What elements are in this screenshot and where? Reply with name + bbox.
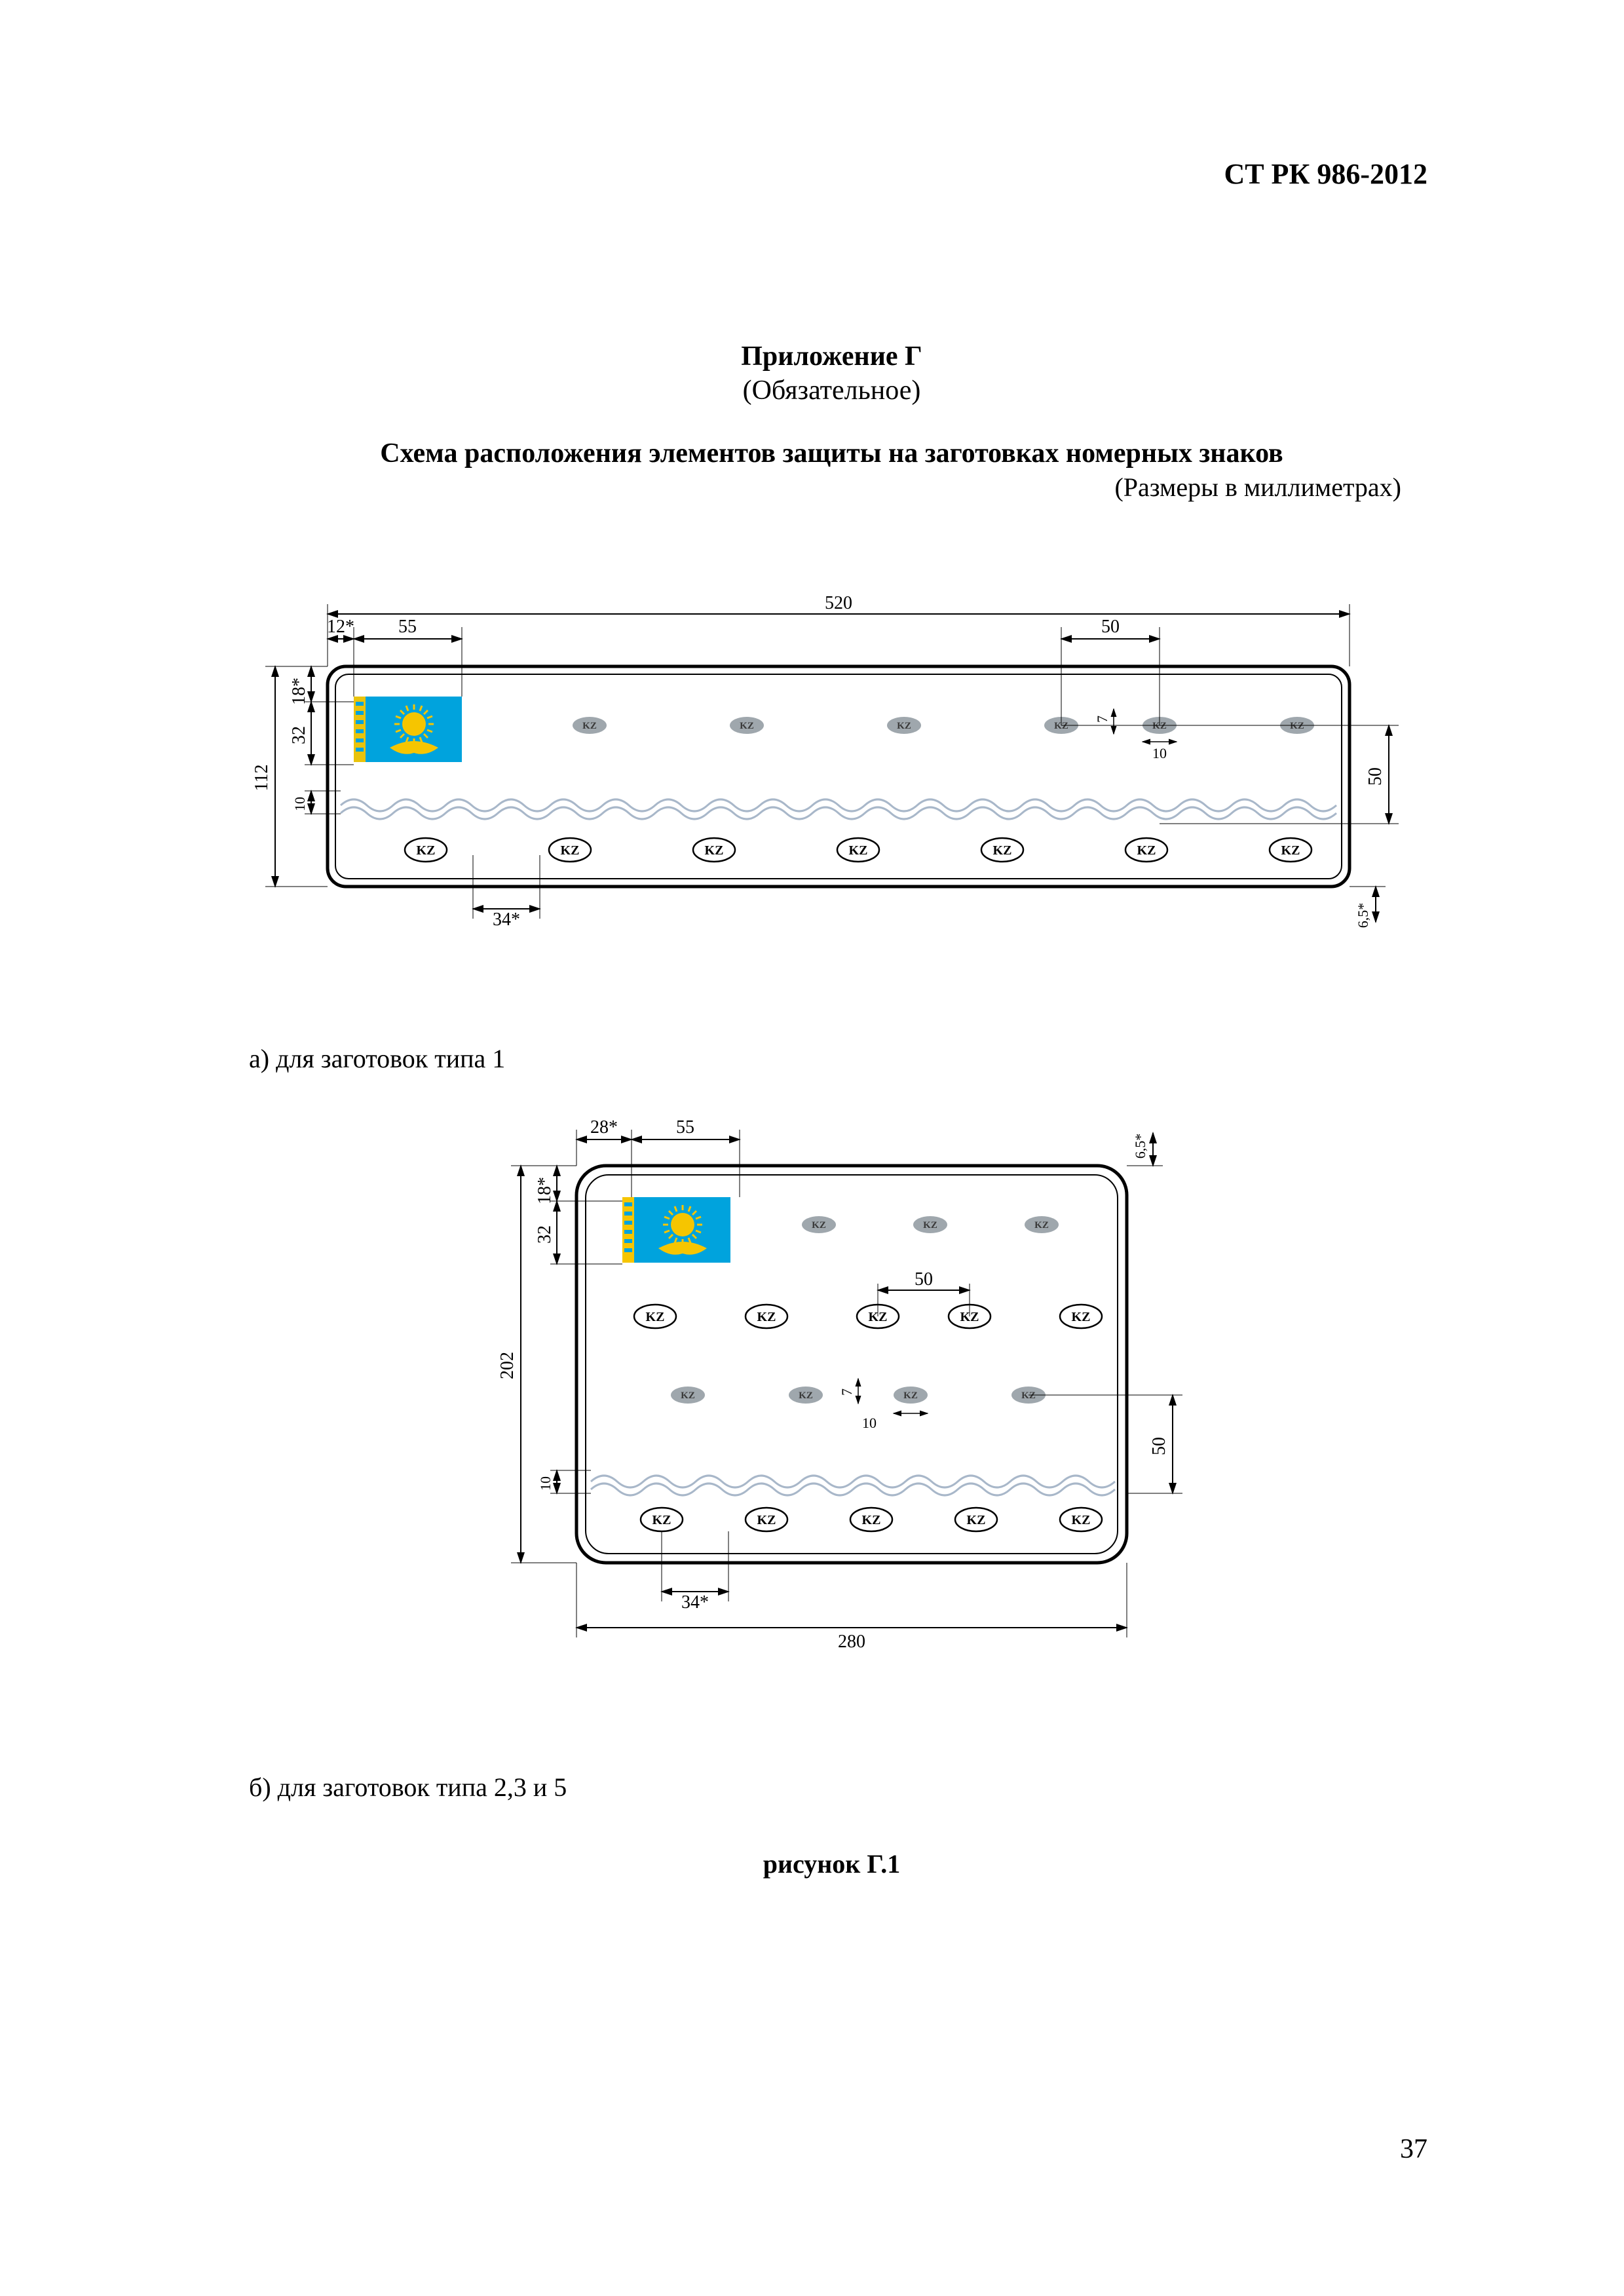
svg-text:32: 32 xyxy=(289,726,309,744)
svg-text:KZ: KZ xyxy=(849,843,868,858)
svg-text:280: 280 xyxy=(838,1632,865,1652)
svg-text:KZ: KZ xyxy=(757,1513,776,1527)
schema-title: Схема расположения элементов защиты на з… xyxy=(223,438,1441,469)
svg-text:KZ: KZ xyxy=(681,1390,695,1401)
svg-text:7: 7 xyxy=(1094,716,1110,723)
svg-text:KZ: KZ xyxy=(1281,843,1300,858)
svg-text:55: 55 xyxy=(398,617,417,637)
svg-text:28*: 28* xyxy=(590,1117,618,1138)
appendix-subtitle: (Обязательное) xyxy=(223,375,1441,406)
schema-subtitle: (Размеры в миллиметрах) xyxy=(223,472,1441,503)
svg-text:KZ: KZ xyxy=(705,843,724,858)
svg-text:KZ: KZ xyxy=(757,1310,776,1324)
svg-text:10: 10 xyxy=(1152,745,1167,761)
svg-text:KZ: KZ xyxy=(1072,1513,1091,1527)
svg-text:KZ: KZ xyxy=(582,721,597,731)
svg-text:6,5*: 6,5* xyxy=(1355,903,1371,928)
svg-text:12*: 12* xyxy=(327,617,354,637)
svg-text:7: 7 xyxy=(839,1388,855,1396)
caption-a: а) для заготовок типа 1 xyxy=(249,1043,1441,1074)
svg-text:112: 112 xyxy=(252,765,272,792)
diagram-b: KZ KZ KZ KZ KZ KZ KZ KZ 50 xyxy=(223,1113,1441,1719)
svg-text:KZ: KZ xyxy=(903,1390,918,1401)
svg-text:KZ: KZ xyxy=(993,843,1012,858)
svg-text:34*: 34* xyxy=(493,909,520,930)
svg-text:10: 10 xyxy=(537,1476,554,1491)
svg-text:32: 32 xyxy=(535,1225,555,1244)
svg-text:KZ: KZ xyxy=(1290,721,1304,731)
svg-text:KZ: KZ xyxy=(1137,843,1156,858)
svg-text:KZ: KZ xyxy=(799,1390,813,1401)
svg-text:KZ: KZ xyxy=(561,843,580,858)
svg-text:KZ: KZ xyxy=(646,1310,665,1324)
svg-text:KZ: KZ xyxy=(652,1513,671,1527)
svg-text:34*: 34* xyxy=(681,1592,709,1613)
figure-label: рисунок Г.1 xyxy=(223,1848,1441,1879)
svg-text:50: 50 xyxy=(1149,1437,1169,1455)
svg-text:520: 520 xyxy=(825,594,852,613)
page-number: 37 xyxy=(1400,2133,1427,2165)
svg-text:KZ: KZ xyxy=(967,1513,986,1527)
svg-text:18*: 18* xyxy=(289,678,309,705)
svg-text:50: 50 xyxy=(915,1269,933,1290)
svg-text:6,5*: 6,5* xyxy=(1132,1134,1148,1159)
svg-text:KZ: KZ xyxy=(897,721,911,731)
svg-text:50: 50 xyxy=(1101,617,1120,637)
svg-text:KZ: KZ xyxy=(812,1220,826,1231)
svg-text:10: 10 xyxy=(862,1415,877,1431)
svg-text:10: 10 xyxy=(292,797,308,811)
svg-text:KZ: KZ xyxy=(1072,1310,1091,1324)
svg-text:KZ: KZ xyxy=(740,721,754,731)
appendix-title: Приложение Г xyxy=(223,341,1441,372)
svg-text:18*: 18* xyxy=(535,1177,555,1204)
doc-header: СТ РК 986-2012 xyxy=(1224,157,1427,191)
svg-text:202: 202 xyxy=(497,1352,518,1379)
svg-text:50: 50 xyxy=(1365,767,1386,786)
diagram-a: KZ KZ KZ KZ KZ KZ 7 10 xyxy=(223,594,1441,997)
svg-text:KZ: KZ xyxy=(417,843,436,858)
caption-b: б) для заготовок типа 2,3 и 5 xyxy=(249,1772,1441,1803)
svg-text:KZ: KZ xyxy=(1034,1220,1049,1231)
svg-text:55: 55 xyxy=(676,1117,694,1138)
svg-text:KZ: KZ xyxy=(923,1220,937,1231)
svg-text:KZ: KZ xyxy=(862,1513,881,1527)
svg-text:KZ: KZ xyxy=(1021,1390,1036,1401)
